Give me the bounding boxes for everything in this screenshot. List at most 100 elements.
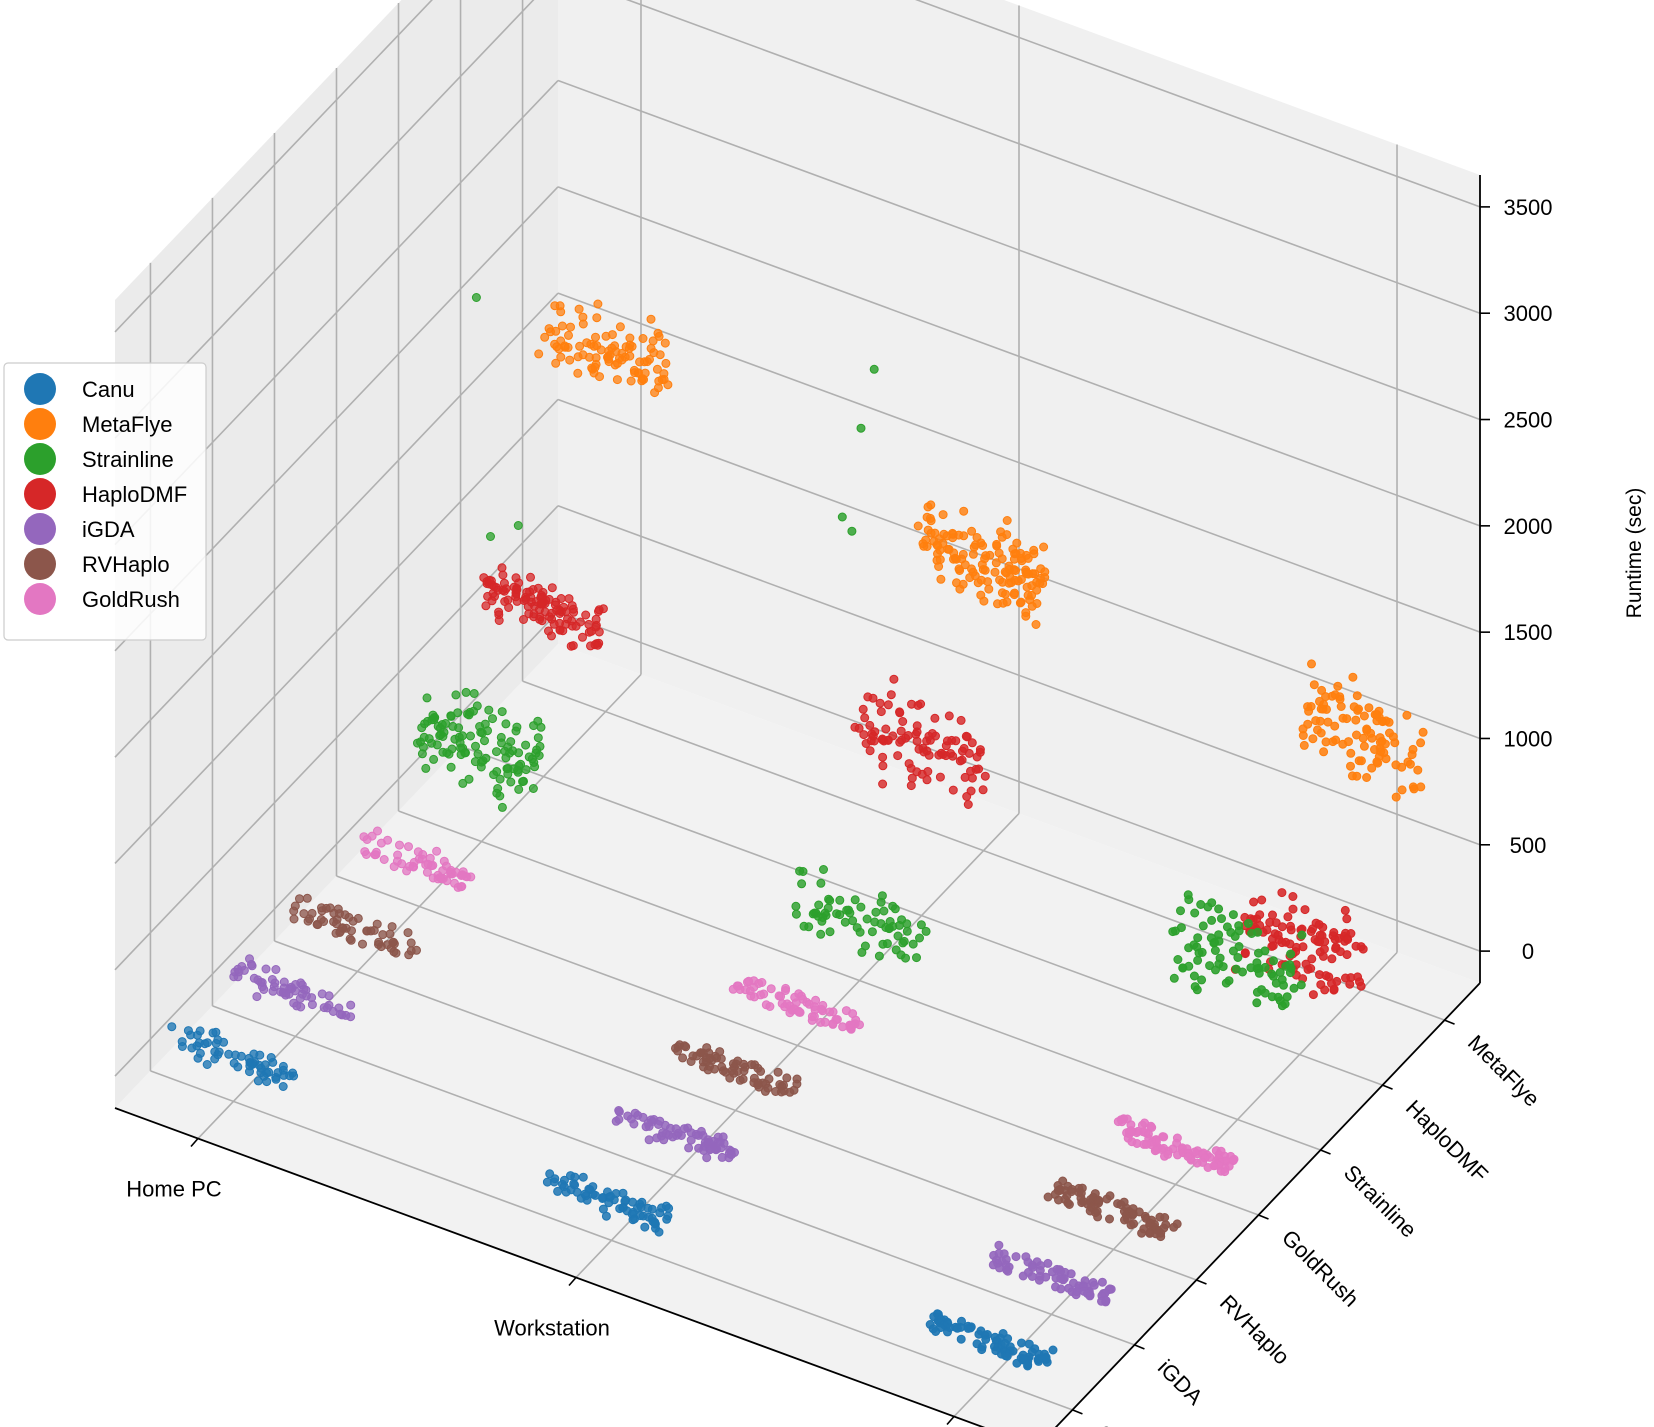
point-strainline bbox=[501, 719, 511, 729]
point-metaflye bbox=[595, 372, 604, 382]
point-haplodmf bbox=[552, 606, 562, 615]
point-haplodmf bbox=[590, 640, 600, 650]
point-strainline bbox=[899, 936, 909, 946]
point-canu bbox=[580, 1189, 590, 1199]
point-rvhaplo bbox=[785, 1087, 795, 1097]
point-haplodmf bbox=[966, 766, 975, 776]
point-rvhaplo bbox=[358, 939, 367, 949]
point-strainline bbox=[1176, 906, 1185, 916]
point-metaflye bbox=[663, 380, 673, 390]
point-strainline bbox=[1297, 930, 1307, 940]
point-igda bbox=[252, 992, 262, 1002]
point-haplodmf bbox=[558, 626, 568, 636]
point-strainline bbox=[797, 879, 807, 889]
point-rvhaplo bbox=[289, 914, 299, 924]
point-haplodmf bbox=[886, 690, 896, 700]
point-haplodmf bbox=[1316, 980, 1326, 990]
point-igda bbox=[686, 1135, 696, 1145]
point-haplodmf bbox=[859, 730, 869, 740]
point-haplodmf bbox=[498, 570, 508, 580]
point-rvhaplo bbox=[763, 1083, 773, 1093]
point-metaflye bbox=[967, 564, 976, 574]
point-strainline bbox=[472, 701, 482, 711]
point-igda bbox=[1097, 1277, 1107, 1287]
point-strainline bbox=[908, 939, 918, 949]
point-metaflye bbox=[633, 368, 643, 378]
point-goldrush bbox=[404, 842, 413, 852]
point-goldrush bbox=[744, 976, 754, 986]
point-igda bbox=[1018, 1271, 1028, 1281]
point-metaflye bbox=[1005, 564, 1014, 574]
point-strainline bbox=[835, 895, 845, 905]
point-igda bbox=[708, 1141, 718, 1151]
point-canu bbox=[952, 1323, 962, 1333]
point-haplodmf bbox=[1257, 895, 1267, 905]
point-strainline bbox=[817, 916, 827, 926]
point-metaflye bbox=[626, 376, 636, 386]
point-igda bbox=[295, 994, 305, 1003]
point-rvhaplo bbox=[725, 1073, 735, 1083]
point-strainline bbox=[477, 757, 486, 767]
point-goldrush bbox=[845, 1023, 855, 1033]
point-metaflye bbox=[1316, 704, 1326, 714]
point-igda bbox=[328, 1007, 338, 1016]
point-haplodmf bbox=[964, 748, 974, 758]
point-canu bbox=[193, 1053, 203, 1063]
point-strainline bbox=[1168, 927, 1178, 937]
point-strainline bbox=[871, 907, 881, 917]
point-haplodmf bbox=[524, 609, 534, 619]
point-igda bbox=[276, 987, 286, 997]
point-igda bbox=[346, 1000, 356, 1010]
point-igda bbox=[1056, 1284, 1066, 1294]
point-strainline bbox=[466, 731, 475, 741]
point-goldrush bbox=[1150, 1146, 1160, 1156]
point-goldrush bbox=[409, 862, 419, 872]
point-haplodmf bbox=[930, 713, 940, 723]
point-strainline bbox=[1198, 921, 1208, 931]
point-strainline bbox=[423, 716, 432, 726]
point-strainline bbox=[1207, 915, 1217, 925]
x-tick-mark bbox=[946, 1415, 955, 1426]
point-metaflye bbox=[655, 350, 665, 360]
point-rvhaplo bbox=[366, 926, 376, 936]
point-igda bbox=[253, 975, 263, 985]
point-goldrush bbox=[370, 850, 380, 860]
point-rvhaplo bbox=[404, 950, 414, 960]
point-rvhaplo bbox=[387, 922, 397, 932]
point-strainline bbox=[1268, 971, 1278, 981]
point-metaflye bbox=[978, 541, 988, 550]
legend-marker bbox=[24, 443, 56, 475]
point-haplodmf bbox=[1300, 905, 1310, 915]
point-metaflye bbox=[654, 376, 664, 386]
point-canu bbox=[202, 1060, 212, 1069]
point-strainline bbox=[495, 774, 505, 784]
point-igda bbox=[1066, 1269, 1076, 1279]
point-igda bbox=[717, 1152, 727, 1162]
point-haplodmf bbox=[1327, 954, 1337, 964]
point-strainline bbox=[1193, 955, 1203, 965]
point-strainline bbox=[874, 951, 884, 961]
point-rvhaplo bbox=[1063, 1198, 1073, 1208]
point-strainline bbox=[877, 891, 887, 901]
point-strainline bbox=[791, 909, 801, 919]
point-strainline bbox=[444, 749, 454, 759]
point-strainline bbox=[1228, 910, 1238, 920]
point-strainline bbox=[916, 920, 926, 930]
point-strainline bbox=[825, 927, 835, 937]
point-metaflye bbox=[1309, 680, 1319, 690]
point-strainline bbox=[1217, 914, 1226, 924]
point-strainline bbox=[840, 917, 850, 927]
point-haplodmf bbox=[912, 767, 922, 777]
point-haplodmf bbox=[547, 631, 556, 641]
point-canu bbox=[931, 1327, 941, 1336]
legend-label: Strainline bbox=[82, 447, 174, 472]
point-haplodmf bbox=[479, 573, 489, 583]
point-strainline bbox=[1279, 980, 1288, 990]
point-canu bbox=[553, 1186, 563, 1196]
point-haplodmf bbox=[861, 739, 871, 748]
point-strainline bbox=[1176, 923, 1186, 933]
point-metaflye bbox=[1402, 710, 1412, 720]
point-strainline bbox=[503, 742, 513, 752]
point-strainline bbox=[921, 926, 931, 936]
